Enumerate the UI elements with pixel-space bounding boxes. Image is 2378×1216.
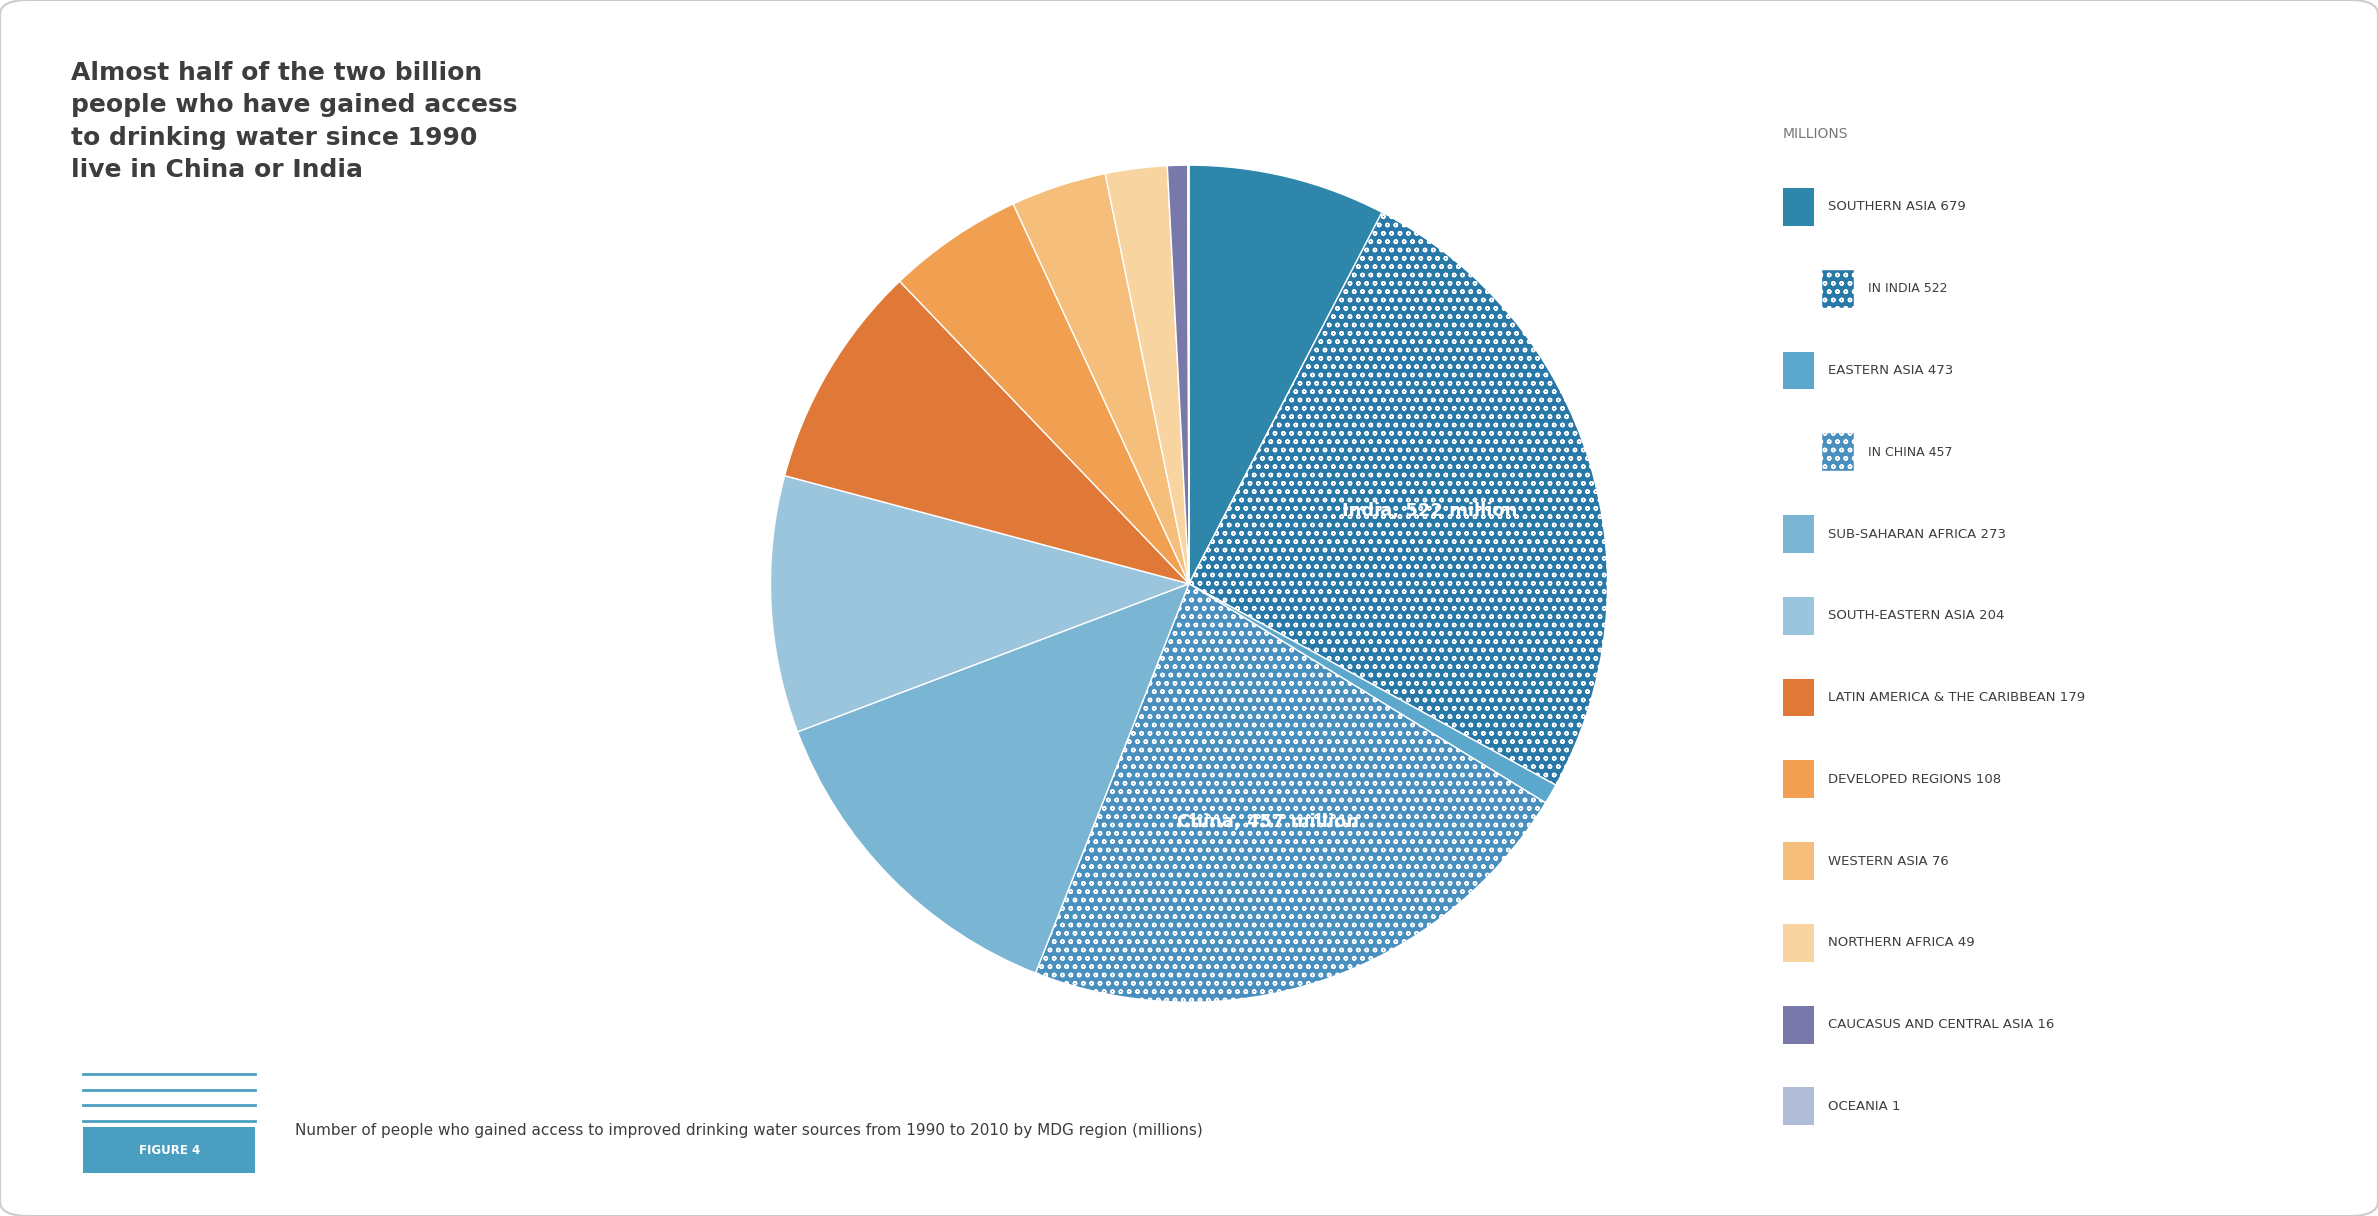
Text: IN INDIA 522: IN INDIA 522 [1869, 282, 1948, 295]
Text: China, 457 million: China, 457 million [1177, 812, 1360, 831]
Text: SOUTHERN ASIA 679: SOUTHERN ASIA 679 [1829, 201, 1967, 214]
Wedge shape [899, 204, 1189, 584]
FancyBboxPatch shape [1784, 1006, 1814, 1043]
Text: EASTERN ASIA 473: EASTERN ASIA 473 [1829, 364, 1952, 377]
Wedge shape [1106, 165, 1189, 584]
Wedge shape [1189, 213, 1608, 786]
Text: DEVELOPED REGIONS 108: DEVELOPED REGIONS 108 [1829, 773, 2002, 786]
FancyBboxPatch shape [1784, 351, 1814, 389]
Text: CAUCASUS AND CENTRAL ASIA 16: CAUCASUS AND CENTRAL ASIA 16 [1829, 1018, 2055, 1031]
Wedge shape [1189, 165, 1382, 584]
Text: WESTERN ASIA 76: WESTERN ASIA 76 [1829, 855, 1950, 867]
FancyBboxPatch shape [1784, 679, 1814, 716]
FancyBboxPatch shape [1784, 924, 1814, 962]
Text: Almost half of the two billion
people who have gained access
to drinking water s: Almost half of the two billion people wh… [71, 61, 518, 182]
Text: Number of people who gained access to improved drinking water sources from 1990 : Number of people who gained access to im… [295, 1124, 1203, 1138]
Text: OCEANIA 1: OCEANIA 1 [1829, 1099, 1900, 1113]
Text: LATIN AMERICA & THE CARIBBEAN 179: LATIN AMERICA & THE CARIBBEAN 179 [1829, 691, 2086, 704]
FancyBboxPatch shape [1822, 270, 1855, 308]
Text: FIGURE 4: FIGURE 4 [138, 1144, 200, 1156]
Text: India, 522 million: India, 522 million [1341, 502, 1517, 519]
Wedge shape [1034, 584, 1546, 1002]
Text: NORTHERN AFRICA 49: NORTHERN AFRICA 49 [1829, 936, 1974, 950]
FancyBboxPatch shape [1784, 1087, 1814, 1125]
FancyBboxPatch shape [1784, 188, 1814, 226]
Wedge shape [785, 281, 1189, 584]
Text: SUB-SAHARAN AFRICA 273: SUB-SAHARAN AFRICA 273 [1829, 528, 2007, 541]
FancyBboxPatch shape [1784, 516, 1814, 553]
FancyBboxPatch shape [83, 1127, 254, 1173]
Text: MILLIONS: MILLIONS [1784, 128, 1848, 141]
FancyBboxPatch shape [1784, 597, 1814, 635]
Wedge shape [1168, 165, 1189, 584]
FancyBboxPatch shape [1784, 843, 1814, 880]
Wedge shape [770, 475, 1189, 732]
Text: SOUTH-EASTERN ASIA 204: SOUTH-EASTERN ASIA 204 [1829, 609, 2005, 623]
Wedge shape [1013, 174, 1189, 584]
FancyBboxPatch shape [1822, 433, 1855, 472]
Wedge shape [1189, 584, 1555, 803]
Text: IN CHINA 457: IN CHINA 457 [1869, 446, 1952, 458]
Wedge shape [797, 584, 1189, 973]
FancyBboxPatch shape [1784, 760, 1814, 798]
